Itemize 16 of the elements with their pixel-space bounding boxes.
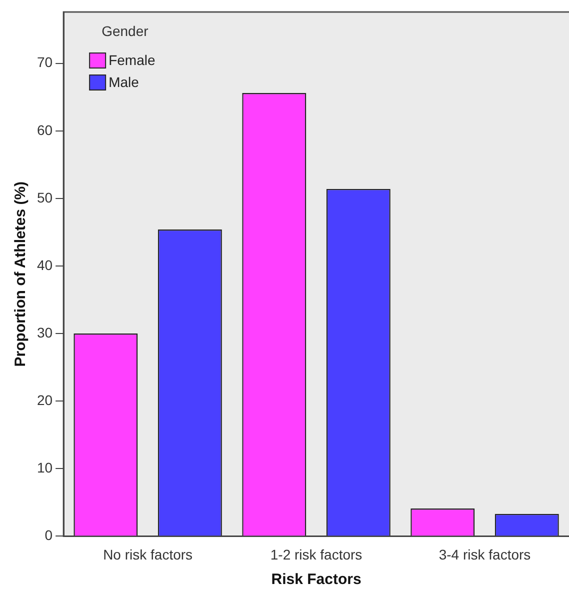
- y-tick-label: 60: [36, 122, 53, 138]
- y-tick-label: 50: [36, 189, 53, 206]
- y-tick-label: 30: [36, 324, 53, 340]
- legend-label: Male: [108, 74, 140, 90]
- x-tick-label: 3-4 risk factors: [438, 546, 531, 562]
- x-tick-label: No risk factors: [103, 546, 193, 562]
- y-tick-label: 20: [36, 392, 53, 408]
- y-tick-label: 40: [36, 256, 53, 273]
- x-tick-label: 1-2 risk factors: [270, 546, 362, 562]
- x-axis-title: Risk Factors: [271, 571, 362, 588]
- legend-label: Female: [108, 52, 156, 68]
- y-tick-label: 10: [36, 460, 53, 476]
- y-tick-label: 70: [36, 54, 53, 70]
- y-tick-label: 0: [44, 527, 53, 544]
- y-axis-title: Proportion of Athletes (%): [12, 181, 30, 367]
- legend-title: Gender: [102, 22, 149, 39]
